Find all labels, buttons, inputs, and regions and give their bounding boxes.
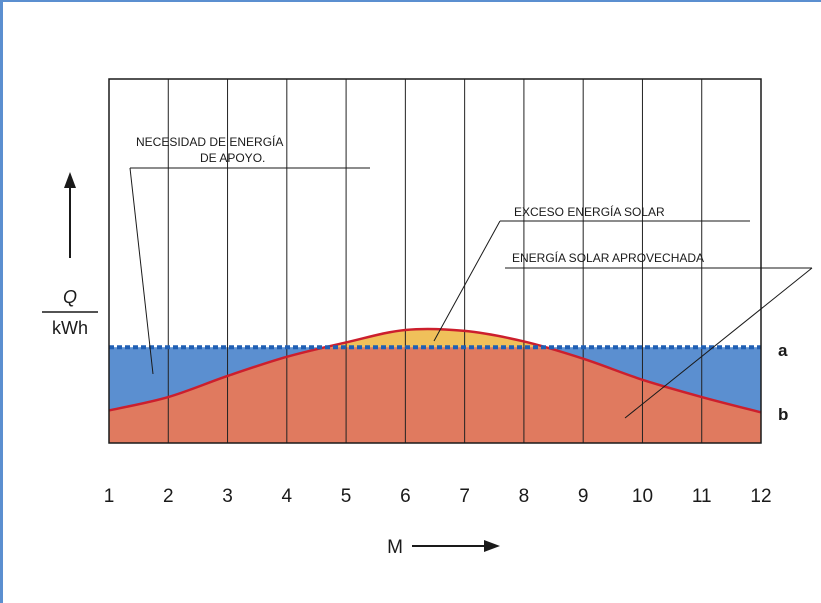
x-tick-label-11: 11 (692, 486, 712, 507)
plot-border (108, 78, 762, 444)
annotation-demand-leader (129, 167, 154, 375)
annotation-used: ENERGÍA SOLAR APROVECHADA (512, 250, 704, 265)
x-tick-label-3: 3 (222, 486, 233, 507)
series-label-b: b (778, 405, 788, 424)
x-tick-label-5: 5 (341, 486, 352, 507)
x-tick-label-2: 2 (163, 486, 174, 507)
annotation-used-leader (624, 267, 813, 419)
x-tick-label-12: 12 (750, 486, 771, 507)
solar-used-area-full (109, 347, 761, 443)
annotation-excess: EXCESO ENERGÍA SOLAR (514, 204, 665, 219)
x-tick-label-1: 1 (104, 486, 115, 507)
series-line-b (108, 327, 762, 414)
y-axis-label-top: Q (63, 287, 77, 307)
y-axis-label-bottom: kWh (52, 318, 88, 338)
annotation-excess-leader (433, 220, 501, 342)
x-axis-label: M (387, 537, 403, 558)
x-tick-label-4: 4 (282, 486, 293, 507)
annotation-demand-line1: NECESIDAD DE ENERGÍA (136, 134, 283, 149)
x-tick-label-9: 9 (578, 486, 589, 507)
x-tick-label-7: 7 (459, 486, 470, 507)
y-axis-arrowhead (64, 172, 76, 188)
annotation-demand-line2: DE APOYO. (200, 151, 265, 165)
x-axis-arrowhead (484, 540, 500, 552)
series-label-a: a (778, 341, 788, 360)
x-tick-label-10: 10 (632, 486, 653, 507)
x-tick-label-8: 8 (519, 486, 530, 507)
x-tick-label-6: 6 (400, 486, 411, 507)
